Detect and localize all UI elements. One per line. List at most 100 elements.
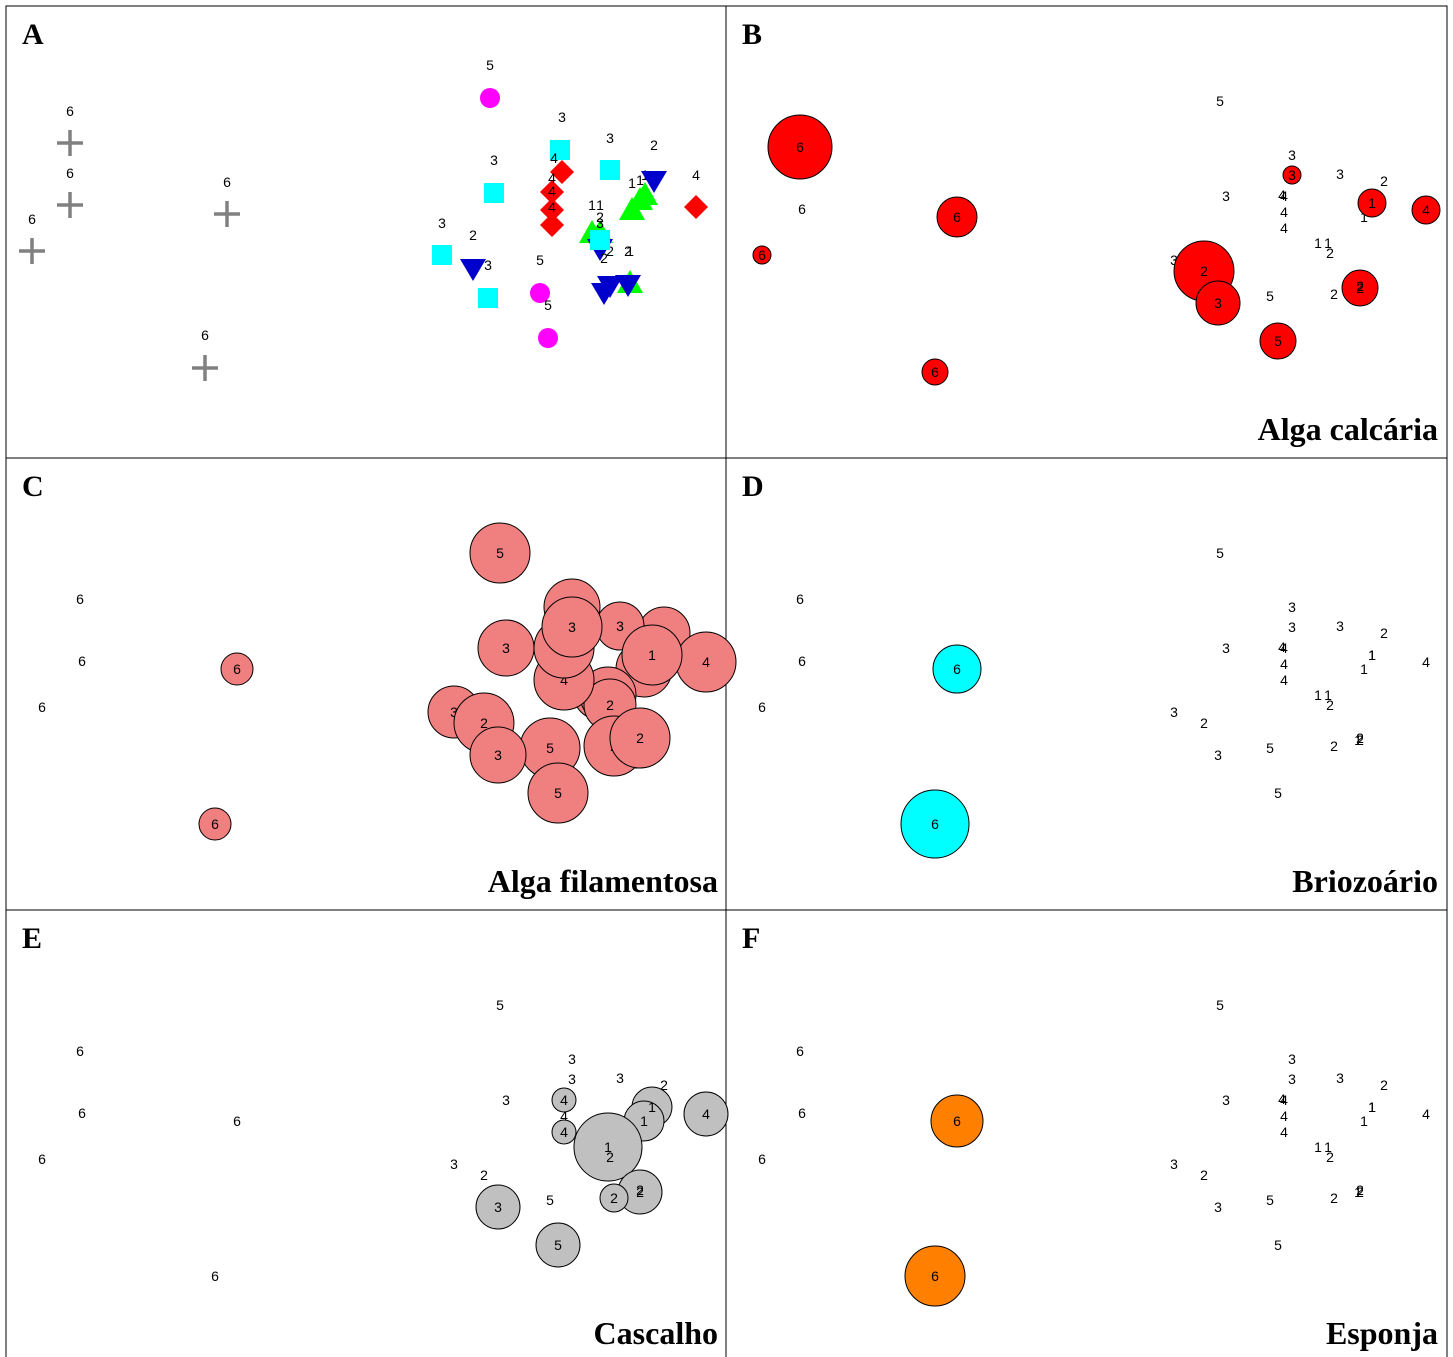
F-label-5: 2 <box>1326 1149 1334 1165</box>
B-bubble-25 <box>1282 165 1302 185</box>
B-label-16: 5 <box>1266 288 1274 304</box>
F-label-19: 3 <box>1214 1199 1222 1215</box>
E-label-12: 4 <box>560 1092 568 1108</box>
F-label-18: 2 <box>1200 1167 1208 1183</box>
B-label-17: 3 <box>1170 252 1178 268</box>
C-bubble-24 <box>621 624 683 686</box>
E-label-21: 4 <box>702 1106 710 1122</box>
E-bubble-20 <box>535 1222 581 1268</box>
E-label-29: 6 <box>38 1151 46 1167</box>
D-label-9: 4 <box>1278 639 1286 655</box>
E-label-27: 6 <box>78 1105 86 1121</box>
D-label-14: 2 <box>1356 732 1364 748</box>
A-label-24: 1 <box>636 172 644 188</box>
B-label-21: 4 <box>1422 202 1430 218</box>
D-label-23: 2 <box>1356 730 1364 746</box>
E-bubble-21 <box>683 1091 729 1137</box>
D-label-18: 2 <box>1200 715 1208 731</box>
C-bubble-22 <box>469 522 531 584</box>
D-label-16: 5 <box>1266 740 1274 756</box>
A-marker-4 <box>641 171 667 193</box>
F-label-6: 3 <box>1336 1070 1344 1086</box>
D-label-0: 1 <box>1368 647 1376 663</box>
B-bubble-14 <box>1341 269 1379 307</box>
B-label-20: 5 <box>1274 333 1282 349</box>
A-label-1: 1 <box>628 175 636 191</box>
F-label-7: 3 <box>1288 1051 1296 1067</box>
panel-A: A1111223334444122532354521366666 <box>19 18 708 381</box>
A-marker-17 <box>432 245 452 265</box>
A-marker-14 <box>615 275 641 297</box>
F-label-30: 6 <box>931 1268 939 1284</box>
E-label-4: 2 <box>660 1077 668 1093</box>
B-label-26: 6 <box>796 139 804 155</box>
D-label-1: 1 <box>1360 661 1368 677</box>
A-marker-26 <box>57 130 83 156</box>
F-label-13: 1 <box>1354 1184 1362 1200</box>
A-label-15: 2 <box>600 250 608 266</box>
B-bubble-30 <box>921 358 949 386</box>
E-label-17: 3 <box>450 1156 458 1172</box>
E-label-8: 3 <box>502 1092 510 1108</box>
B-label-30: 6 <box>931 364 939 380</box>
A-marker-29 <box>19 238 45 264</box>
B-bubble-20 <box>1259 322 1297 360</box>
A-label-30: 6 <box>201 327 209 343</box>
A-marker-11 <box>540 198 564 222</box>
A-marker-30 <box>192 355 218 381</box>
panel-frames <box>5 5 1448 1357</box>
A-marker-21 <box>684 195 708 219</box>
A-label-13: 1 <box>626 243 634 259</box>
F-label-15: 2 <box>1330 1190 1338 1206</box>
C-label-27: 6 <box>78 653 86 669</box>
D-label-27: 6 <box>798 653 806 669</box>
A-marker-6 <box>600 160 620 180</box>
B-label-19: 3 <box>1214 295 1222 311</box>
D-label-4: 2 <box>1380 625 1388 641</box>
F-label-24: 1 <box>1368 1099 1376 1115</box>
B-label-11: 4 <box>1280 220 1288 236</box>
E-label-18: 2 <box>480 1167 488 1183</box>
F-label-27: 6 <box>798 1105 806 1121</box>
C-bubble-20 <box>527 762 589 824</box>
D-bubble-28 <box>932 644 982 694</box>
C-bubble-30 <box>198 807 232 841</box>
C-label-20: 5 <box>554 785 562 801</box>
D-label-6: 3 <box>1336 618 1344 634</box>
A-label-21: 4 <box>692 167 700 183</box>
B-label-10: 4 <box>1280 204 1288 220</box>
D-label-3: 1 <box>1324 687 1332 703</box>
panel-title-C: Alga filamentosa <box>488 863 718 899</box>
B-bubble-28 <box>936 196 978 238</box>
C-bubble-28 <box>220 652 254 686</box>
B-bubble-21 <box>1411 195 1441 225</box>
A-marker-28 <box>214 201 240 227</box>
C-label-30: 6 <box>211 816 219 832</box>
E-label-25: 3 <box>568 1071 576 1087</box>
panel-letter-A: A <box>22 18 44 51</box>
B-label-18: 2 <box>1200 263 1208 279</box>
C-label-19: 3 <box>494 747 502 763</box>
A-label-23: 2 <box>606 243 614 259</box>
D-label-5: 2 <box>1326 697 1334 713</box>
A-label-3: 1 <box>596 197 604 213</box>
F-label-26: 6 <box>796 1043 804 1059</box>
E-label-19: 3 <box>494 1199 502 1215</box>
panel-letter-F: F <box>742 922 760 955</box>
E-label-6: 3 <box>616 1070 624 1086</box>
A-marker-19 <box>478 288 498 308</box>
F-label-23: 2 <box>1356 1182 1364 1198</box>
D-label-30: 6 <box>931 816 939 832</box>
F-label-16: 5 <box>1266 1192 1274 1208</box>
E-bubble-19 <box>475 1184 521 1230</box>
A-label-11: 4 <box>548 183 556 199</box>
A-marker-12 <box>540 213 564 237</box>
F-bubble-28 <box>930 1094 984 1148</box>
B-label-23: 2 <box>1356 278 1364 294</box>
E-label-11: 4 <box>560 1124 568 1140</box>
